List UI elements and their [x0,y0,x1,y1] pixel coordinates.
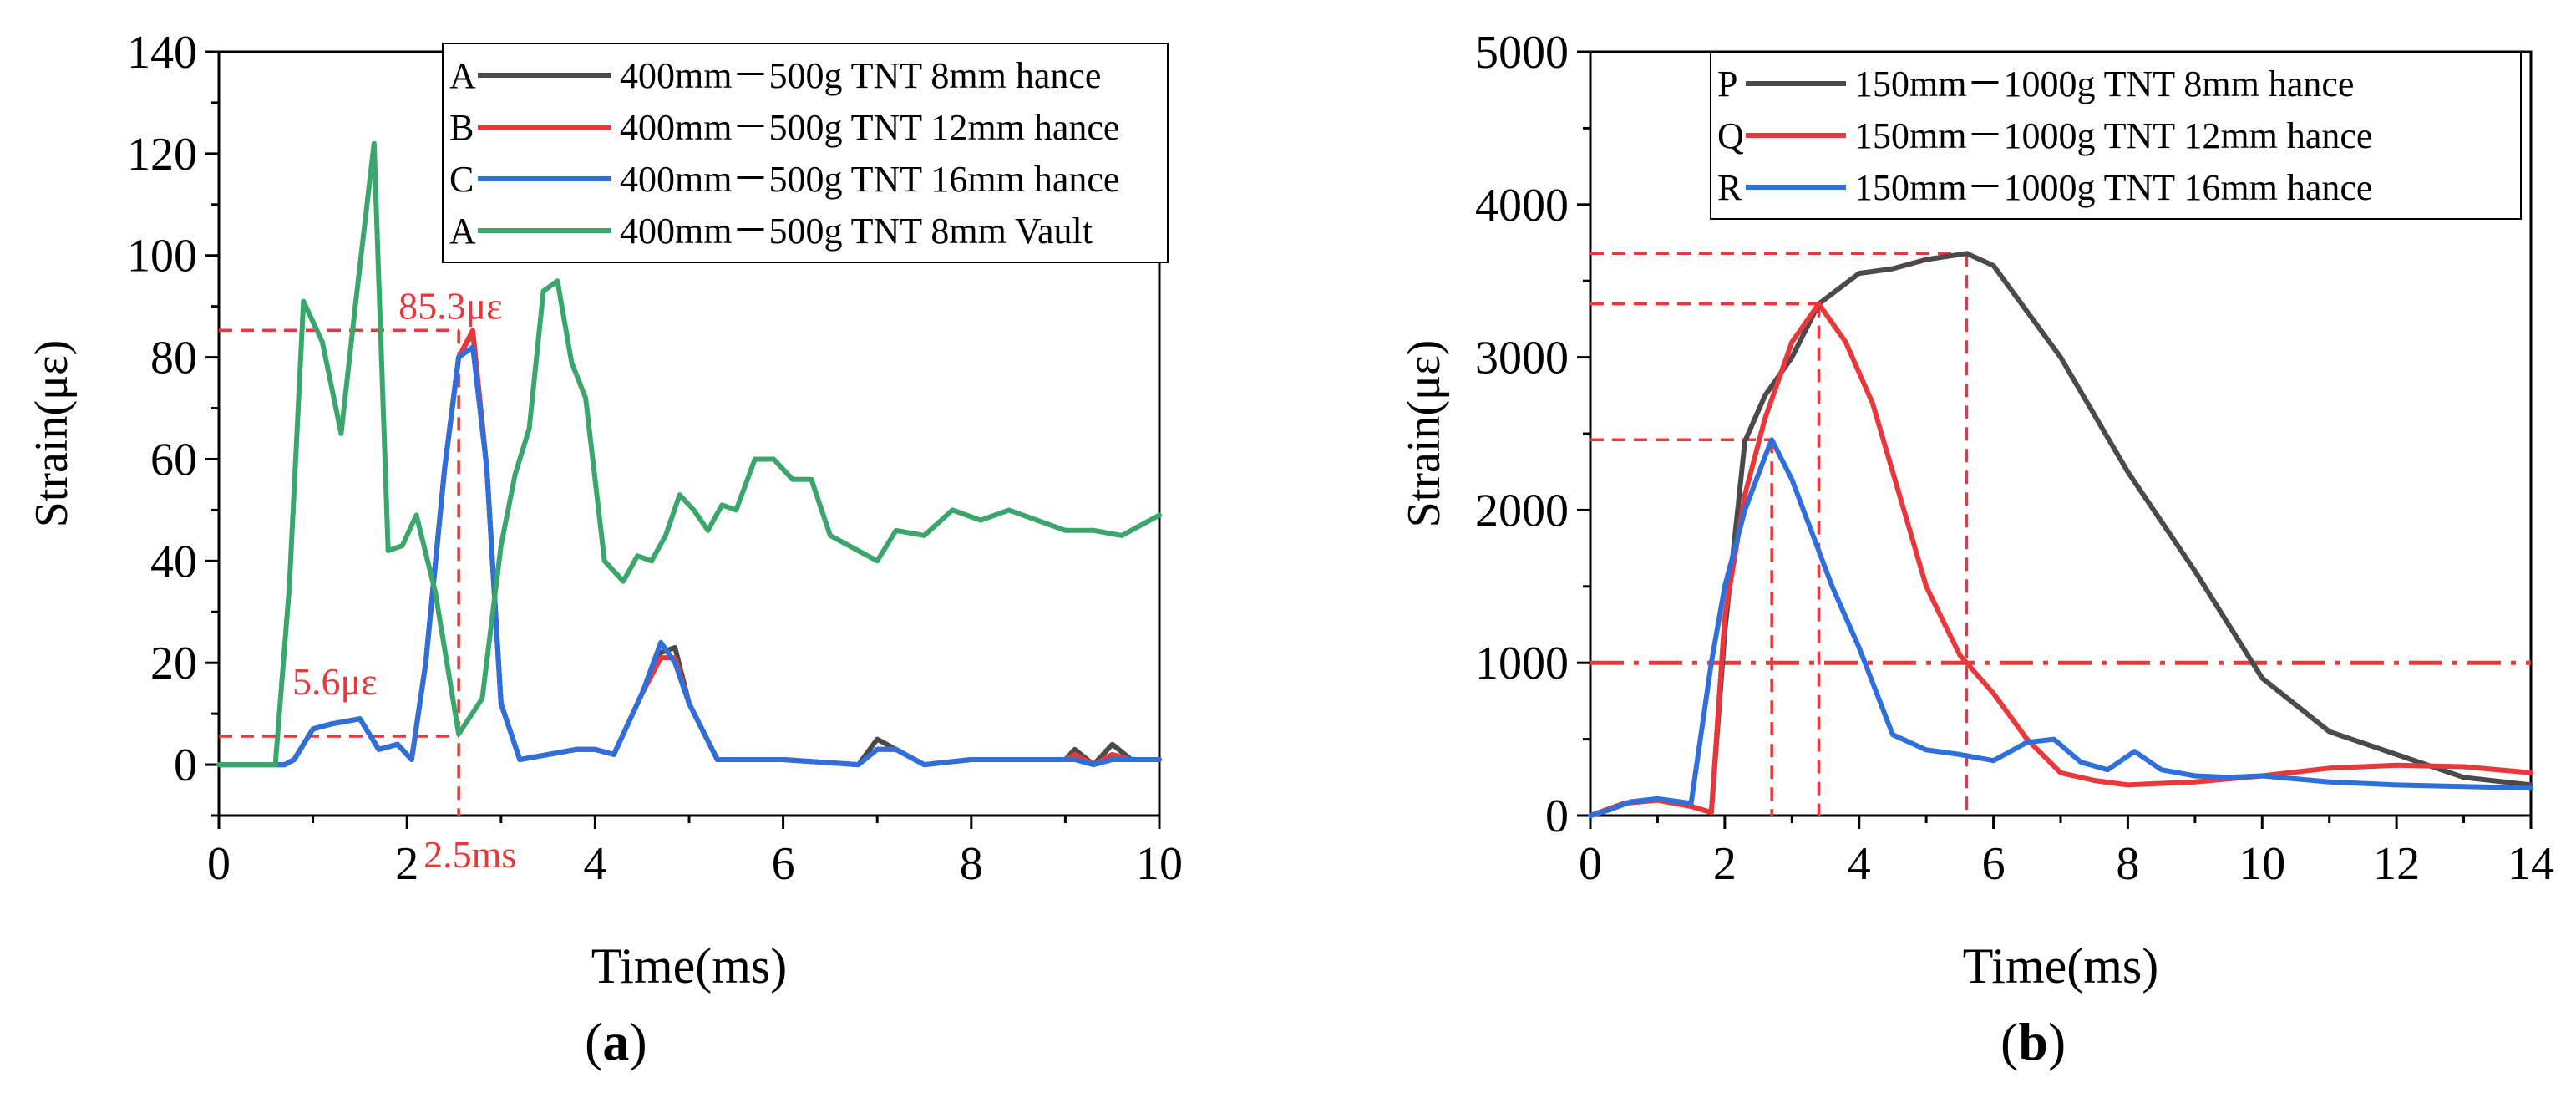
legend-label: 400mm－500g TNT 8mm Vault [620,211,1093,252]
legend-series-letter: A [449,55,476,96]
legend-label: 150mm－1000g TNT 8mm hance [1854,64,2354,104]
legend-series-letter: P [1717,64,1737,104]
caption-b-open: ( [2000,1012,2019,1071]
x-tick-label: 6 [772,838,795,890]
peak-annotation: 85.3με [398,284,502,327]
y-tick-label: 80 [150,333,197,384]
legend-series-letter: R [1717,167,1742,208]
x-tick-label: 2 [1713,838,1737,890]
y-tick-label: 60 [150,434,197,485]
legend-label: 400mm－500g TNT 16mm hance [620,159,1119,200]
caption-b-close: ) [2047,1012,2066,1071]
panel-a-y-axis-label: Strain(με) [26,340,78,528]
legend-label: 400mm－500g TNT 12mm hance [620,107,1119,148]
y-tick-label: 0 [174,740,197,791]
panel-b-chart: 0 2 4 6 8 10 12 14 0 1000 2000 3000 4000 5000 P 150mm－… [1398,27,2554,994]
panel-b-series [1588,251,2533,818]
legend-series-letter: B [449,107,474,148]
x-tick-label: 0 [1579,838,1602,890]
legend-label: 400mm－500g TNT 8mm hance [620,55,1101,96]
y-tick-label: 2000 [1475,485,1569,536]
x-tick-label: 4 [1848,838,1871,890]
panel-b-legend: P 150mm－1000g TNT 8mm hance Q 150mm－1000g T… [1710,51,2522,220]
caption-a-letter: a [602,1012,630,1071]
x-tick-label: 0 [207,838,231,890]
y-tick-label: 120 [127,129,197,180]
panel-a-x-axis-label: Time(ms) [591,938,788,994]
x-tick-label: 10 [2239,838,2285,890]
series-line-c [216,344,1162,768]
y-tick-label: 0 [1545,790,1569,842]
panel-a-series [216,140,1162,768]
caption-b-letter: b [2018,1012,2048,1071]
time-annotation: 2.5ms [423,833,516,876]
panel-a-legend: A 400mm－500g TNT 8mm hance B 400mm－500g TNT… [442,43,1169,263]
y-tick-label: 140 [127,27,197,79]
legend-series-letter: C [449,159,474,200]
x-tick-label: 10 [1136,838,1183,890]
y-tick-label: 1000 [1475,638,1569,689]
y-tick-label: 100 [127,231,197,282]
panel-b-x-axis-label: Time(ms) [1963,938,2159,994]
y-tick-label: 40 [150,536,197,587]
caption-a-close: ) [629,1012,647,1071]
y-tick-label: 20 [150,638,197,689]
panel-b-y-axis-label: Strain(με) [1398,340,1450,528]
y-tick-label: 4000 [1475,180,1569,231]
y-tick-label: 5000 [1475,27,1569,79]
series-line-r [1588,437,2533,818]
legend-series-letter: A [449,211,476,252]
series-line-p [1588,251,2533,818]
caption-a-open: ( [585,1012,603,1071]
x-tick-label: 12 [2373,838,2420,890]
x-tick-label: 8 [960,838,983,890]
panel-a-reference-lines [219,328,460,816]
x-tick-label: 6 [1982,838,2006,890]
legend-label: 150mm－1000g TNT 16mm hance [1854,167,2372,208]
panel-b-caption: (b) [2000,1011,2066,1073]
y-tick-label: 3000 [1475,333,1569,384]
x-tick-label: 2 [395,838,418,890]
series-line-a [216,140,1162,768]
legend-label: 150mm－1000g TNT 12mm hance [1854,115,2372,156]
panel-a-annotations: 85.3με 5.6με 2.5ms [292,284,516,876]
x-tick-label: 8 [2116,838,2139,890]
legend-series-letter: Q [1717,115,1744,156]
panel-b-axes: 0 2 4 6 8 10 12 14 0 1000 2000 3000 4000 5000 [1475,27,2554,890]
x-tick-label: 4 [583,838,606,890]
legend-box [442,43,1169,263]
x-tick-label: 14 [2508,838,2554,890]
low-annotation: 5.6με [292,660,377,703]
panel-a-caption: (a) [585,1011,647,1073]
panel-b-reference-lines [1590,252,2531,816]
